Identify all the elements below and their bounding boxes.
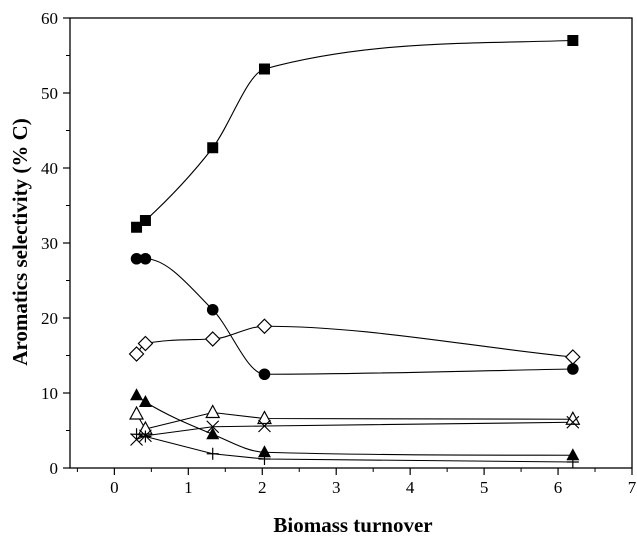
- point-plus: [206, 447, 219, 460]
- point-filled-circle: [206, 303, 219, 316]
- point-x-cross: [206, 420, 220, 434]
- point-plus: [258, 453, 271, 465]
- point-filled-circle: [139, 252, 152, 265]
- y-tick-label: 40: [41, 159, 58, 178]
- point-open-triangle: [256, 410, 272, 425]
- x-tick-label: 5: [480, 478, 489, 497]
- series-lines: [136, 39, 573, 463]
- x-tick-label: 2: [258, 478, 267, 497]
- point-open-diamond: [137, 335, 154, 352]
- x-tick-label: 3: [332, 478, 341, 497]
- y-tick-label: 30: [41, 234, 58, 253]
- point-filled-triangle: [566, 448, 580, 461]
- point-filled-circle: [130, 252, 143, 265]
- point-x-cross: [566, 415, 580, 429]
- y-tick-label: 50: [41, 84, 58, 103]
- point-filled-triangle: [138, 395, 152, 407]
- point-open-diamond: [256, 318, 273, 335]
- point-filled-square: [567, 35, 579, 46]
- x-tick-label: 4: [406, 478, 415, 497]
- x-axis-title: Biomass turnover: [273, 513, 432, 537]
- y-tick-label: 20: [41, 309, 58, 328]
- point-filled-square: [139, 215, 151, 226]
- point-filled-circle: [567, 363, 579, 375]
- series-line-filled-circle: [136, 258, 573, 375]
- series-line-x-cross: [136, 421, 573, 441]
- y-tick-label: 0: [50, 459, 59, 478]
- point-filled-square: [258, 63, 270, 75]
- series-line-filled-square: [136, 39, 573, 228]
- point-filled-circle: [258, 368, 271, 381]
- series-line-plus: [136, 433, 573, 463]
- y-tick-label: 10: [41, 384, 58, 403]
- point-plus: [139, 430, 152, 443]
- point-filled-triangle: [130, 388, 144, 401]
- series-line-open-triangle: [136, 411, 573, 430]
- point-open-triangle: [129, 405, 145, 420]
- point-open-triangle: [205, 404, 221, 419]
- point-open-diamond: [128, 346, 145, 362]
- x-tick-label: 1: [184, 478, 193, 497]
- point-filled-square: [207, 142, 219, 154]
- point-x-cross: [258, 419, 271, 433]
- point-filled-square: [131, 221, 143, 233]
- series-markers: [128, 35, 581, 468]
- point-filled-triangle: [257, 445, 271, 458]
- point-filled-triangle: [206, 427, 220, 440]
- x-tick-label: 6: [554, 478, 563, 497]
- y-axis-title: Aromatics selectivity (% C): [8, 118, 32, 365]
- y-tick-label: 60: [41, 9, 58, 28]
- point-plus: [130, 428, 143, 441]
- x-tick-label: 7: [628, 478, 637, 497]
- point-open-diamond: [204, 331, 221, 347]
- x-tick-label: 0: [110, 478, 119, 497]
- point-plus: [566, 456, 579, 468]
- plot-frame: [69, 17, 633, 469]
- series-line-open-diamond: [136, 325, 573, 358]
- point-open-diamond: [564, 349, 581, 365]
